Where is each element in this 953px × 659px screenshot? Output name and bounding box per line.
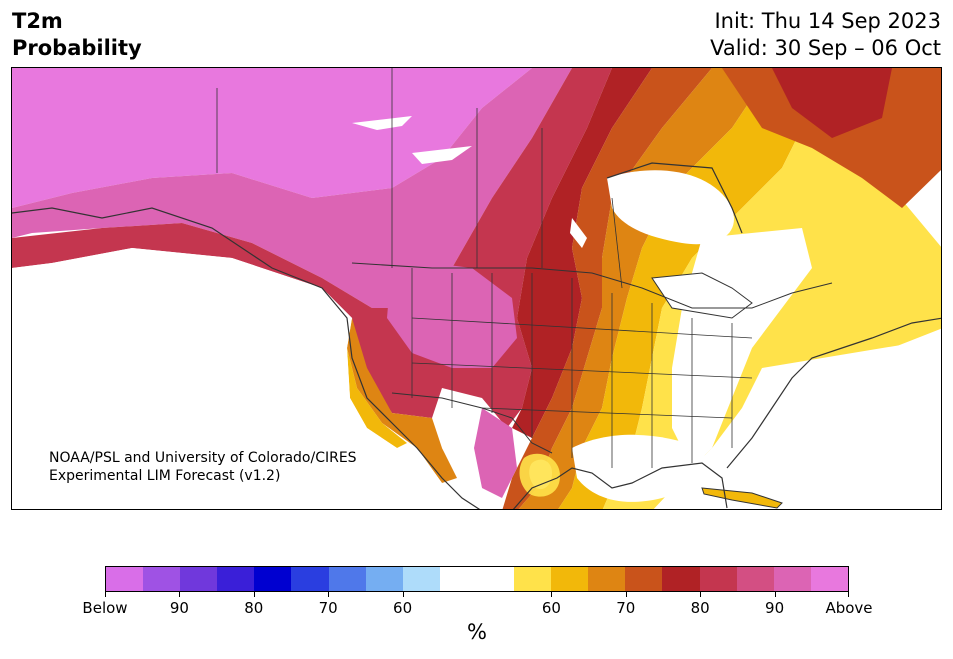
ocean-hudson-bay (607, 170, 734, 245)
colorbar-tick (328, 592, 330, 597)
ocean-gulf-of-mexico (572, 434, 706, 502)
credit-line-1: NOAA/PSL and University of Colorado/CIRE… (49, 450, 357, 466)
title-line-probability: Probability (12, 36, 142, 60)
colorbar-cell (736, 567, 774, 591)
colorbar-tick (551, 592, 553, 597)
colorbar-cell (365, 567, 403, 591)
title-line-variable: T2m (12, 9, 63, 33)
colorbar-cell (254, 567, 292, 591)
colorbar-cell (402, 567, 440, 591)
region-90-baja (474, 408, 517, 498)
coastline-north-america (12, 162, 941, 509)
colorbar-cell (439, 567, 477, 591)
lake-great-bear (352, 116, 412, 130)
region-50-mexico (519, 453, 560, 497)
forecast-dates: Init: Thu 14 Sep 2023 Valid: 30 Sep – 06… (710, 8, 941, 62)
colorbar-tick-label: Above (825, 599, 873, 617)
colorbar-tick (105, 592, 106, 597)
great-lakes (651, 272, 753, 319)
colorbar-tick (625, 592, 627, 597)
colorbar-cell (662, 567, 700, 591)
colorbar-tick (848, 592, 849, 597)
colorbar-tick-label: 60 (541, 599, 561, 617)
colorbar-tick-label: 70 (616, 599, 636, 617)
probability-map (11, 67, 942, 510)
region-above-alaska (12, 68, 532, 208)
forecast-credit: NOAA/PSL and University of Colorado/CIRE… (49, 449, 357, 485)
colorbar-cell (551, 567, 589, 591)
colorbar-tick-label: 70 (318, 599, 338, 617)
region-60-plains (502, 68, 712, 509)
colorbar-tick (402, 592, 404, 597)
colorbar-cell (588, 567, 626, 591)
colorbar-cell (476, 567, 515, 591)
region-60-ohio (558, 68, 812, 509)
ocean-atlantic (653, 338, 941, 509)
map-title: T2m Probability (12, 8, 142, 62)
state-lines (411, 268, 753, 468)
init-date: Init: Thu 14 Sep 2023 (714, 9, 941, 33)
colorbar-cell (180, 567, 218, 591)
region-90-northwest (12, 68, 572, 308)
land-cuba (701, 487, 783, 509)
region-60-california (347, 318, 457, 483)
colorbar-cell (699, 567, 737, 591)
colorbar-unit: % (467, 620, 487, 644)
colorbar-tick-label: Below (82, 599, 128, 617)
colorbar-cell (625, 567, 663, 591)
colorbar-cell (328, 567, 366, 591)
colorbar-cell (217, 567, 255, 591)
colorbar-tick-label: 60 (393, 599, 413, 617)
region-70-central (512, 68, 652, 438)
province-lines (216, 68, 623, 289)
colorbar-tick-label: 80 (244, 599, 264, 617)
ocean-pacific (12, 248, 456, 509)
valid-range: Valid: 30 Sep – 06 Oct (710, 36, 941, 60)
colorbar-tick (179, 592, 181, 597)
region-80-baffin (772, 68, 892, 138)
colorbar-tick (774, 592, 776, 597)
ocean-gulf-of-california (442, 448, 482, 498)
credit-line-2: Experimental LIM Forecast (v1.2) (49, 468, 281, 484)
colorbar-cell (143, 567, 181, 591)
colorbar-cell (514, 567, 552, 591)
us-canada-border (351, 262, 833, 309)
colorbar-cell (291, 567, 329, 591)
colorbar-cell (810, 567, 848, 591)
colorbar-cell (106, 567, 144, 591)
colorbar-tick-label: 90 (765, 599, 785, 617)
lake-winnipeg (570, 218, 587, 248)
colorbar-tick (253, 592, 255, 597)
region-60-midwest (518, 68, 772, 509)
colorbar-tick-label: 80 (690, 599, 710, 617)
region-70-labrador (722, 68, 941, 208)
colorbar (105, 566, 849, 592)
colorbar-tick-label: 90 (169, 599, 189, 617)
us-mexico-border (391, 392, 553, 454)
colorbar-cell (773, 567, 811, 591)
colorbar-tick (700, 592, 702, 597)
lake-great-slave (412, 146, 472, 164)
region-50-california (347, 348, 407, 448)
